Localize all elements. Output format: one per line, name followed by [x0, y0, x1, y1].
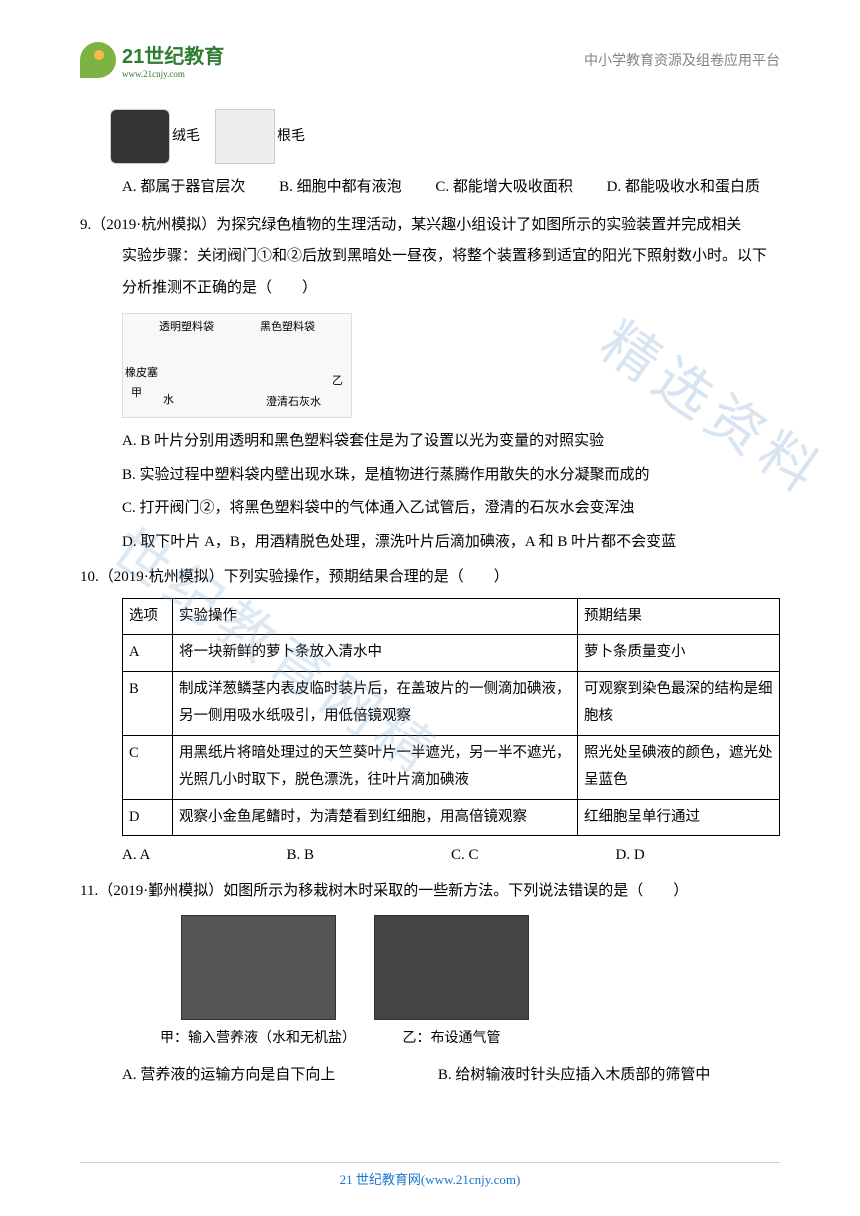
q9-fig-lbl5: 水: [163, 389, 174, 412]
page-footer: 21 世纪教育网(www.21cnjy.com): [80, 1162, 780, 1188]
q11-option-a: A. 营养液的运输方向是自下向上: [122, 1060, 438, 1092]
q10-option-d: D. D: [616, 840, 781, 872]
q10-row-b-op: 制成洋葱鳞茎内表皮临时装片后，在盖玻片的一侧滴加碘液，另一侧用吸水纸吸引，用低倍…: [173, 671, 578, 735]
q10-stem: 10.（2019·杭州模拟）下列实验操作，预期结果合理的是（ ）: [80, 562, 780, 594]
q11-figure-1-img: [181, 915, 336, 1020]
q11-options-row: A. 营养液的运输方向是自下向上 B. 给树输液时针头应插入木质部的筛管中: [80, 1060, 780, 1092]
q10-option-c: C. C: [451, 840, 616, 872]
q11-figure-2: 乙：布设通气管: [374, 915, 529, 1053]
q11-figure-2-img: [374, 915, 529, 1020]
logo-icon: [80, 42, 116, 78]
q9-fig-lbl1: 透明塑料袋: [159, 316, 214, 339]
q9-figure-row: 透明塑料袋 黑色塑料袋 橡皮塞 甲 水 乙 澄清石灰水: [122, 310, 780, 420]
q8-figure-2-label: 根毛: [277, 122, 305, 151]
q9-option-b: B. 实验过程中塑料袋内壁出现水珠，是植物进行蒸腾作用散失的水分凝聚而成的: [80, 460, 780, 492]
q9-stem-line1: 9.（2019·杭州模拟）为探究绿色植物的生理活动，某兴趣小组设计了如图所示的实…: [80, 210, 780, 242]
q10-row-b-opt: B: [123, 671, 173, 735]
q9-fig-lbl7: 澄清石灰水: [266, 391, 321, 414]
q8-figure-1-label: 绒毛: [172, 122, 200, 151]
logo-text-block: 21世纪教育 www.21cnjy.com: [122, 40, 224, 79]
q8-figure-2-img: [215, 109, 275, 164]
q10-option-a: A. A: [122, 840, 287, 872]
q11-figure-row: 甲：输入营养液（水和无机盐） 乙：布设通气管: [160, 915, 780, 1053]
q9-option-a: A. B 叶片分别用透明和黑色塑料袋套住是为了设置以光为变量的对照实验: [80, 426, 780, 458]
q10-row-a-opt: A: [123, 635, 173, 672]
q10-row-d-op: 观察小金鱼尾鳍时，为清楚看到红细胞，用高倍镜观察: [173, 799, 578, 836]
header-tagline: 中小学教育资源及组卷应用平台: [584, 50, 780, 70]
logo-main-text: 21世纪教育: [122, 40, 224, 69]
q10-row-d-opt: D: [123, 799, 173, 836]
q9-option-c: C. 打开阀门②，将黑色塑料袋中的气体通入乙试管后，澄清的石灰水会变浑浊: [80, 493, 780, 525]
q10-row-d-res: 红细胞呈单行通过: [578, 799, 780, 836]
q8-figure-1-img: [110, 109, 170, 164]
q8-option-b: B. 细胞中都有液泡: [279, 172, 402, 204]
table-row: A 将一块新鲜的萝卜条放入清水中 萝卜条质量变小: [123, 635, 780, 672]
q10-row-a-res: 萝卜条质量变小: [578, 635, 780, 672]
q10-row-c-opt: C: [123, 735, 173, 799]
q8-options-row: A. 都属于器官层次 B. 细胞中都有液泡 C. 都能增大吸收面积 D. 都能吸…: [80, 172, 780, 204]
q9-fig-lbl2: 黑色塑料袋: [260, 316, 315, 339]
table-row: D 观察小金鱼尾鳍时，为清楚看到红细胞，用高倍镜观察 红细胞呈单行通过: [123, 799, 780, 836]
q10-option-b: B. B: [287, 840, 452, 872]
table-row: B 制成洋葱鳞茎内表皮临时装片后，在盖玻片的一侧滴加碘液，另一侧用吸水纸吸引，用…: [123, 671, 780, 735]
q9-fig-lbl6: 乙: [332, 370, 343, 393]
q11-figure-1-caption: 甲：输入营养液（水和无机盐）: [160, 1024, 356, 1053]
main-content: 绒毛 根毛 A. 都属于器官层次 B. 细胞中都有液泡 C. 都能增大吸收面积 …: [80, 109, 780, 1091]
q8-option-d: D. 都能吸收水和蛋白质: [607, 172, 760, 204]
logo-url-text: www.21cnjy.com: [122, 69, 224, 79]
q11-figure-1: 甲：输入营养液（水和无机盐）: [160, 915, 356, 1053]
q10-table: 选项 实验操作 预期结果 A 将一块新鲜的萝卜条放入清水中 萝卜条质量变小 B …: [122, 598, 780, 837]
q10-options-row: A. A B. B C. C D. D: [80, 840, 780, 872]
page-header: 21世纪教育 www.21cnjy.com 中小学教育资源及组卷应用平台: [80, 40, 780, 79]
table-row: C 用黑纸片将暗处理过的天竺葵叶片一半遮光，另一半不遮光，光照几小时取下，脱色漂…: [123, 735, 780, 799]
q10-th-res: 预期结果: [578, 598, 780, 635]
q8-figure-1: 绒毛: [110, 109, 200, 164]
q9-stem-line3: 分析推测不正确的是（ ）: [80, 273, 780, 305]
q8-figure-row: 绒毛 根毛: [110, 109, 780, 164]
q9-fig-lbl4: 甲: [131, 382, 142, 405]
q10-row-c-res: 照光处呈碘液的颜色，遮光处呈蓝色: [578, 735, 780, 799]
logo-area: 21世纪教育 www.21cnjy.com: [80, 40, 224, 79]
q11-stem: 11.（2019·鄞州模拟）如图所示为移栽树木时采取的一些新方法。下列说法错误的…: [80, 876, 780, 908]
q10-th-opt: 选项: [123, 598, 173, 635]
q10-table-header-row: 选项 实验操作 预期结果: [123, 598, 780, 635]
q8-option-c: C. 都能增大吸收面积: [435, 172, 573, 204]
q9-option-d: D. 取下叶片 A，B，用酒精脱色处理，漂洗叶片后滴加碘液，A 和 B 叶片都不…: [80, 527, 780, 559]
q10-row-c-op: 用黑纸片将暗处理过的天竺葵叶片一半遮光，另一半不遮光，光照几小时取下，脱色漂洗，…: [173, 735, 578, 799]
q10-row-a-op: 将一块新鲜的萝卜条放入清水中: [173, 635, 578, 672]
q8-figure-2: 根毛: [215, 109, 305, 164]
q10-row-b-res: 可观察到染色最深的结构是细胞核: [578, 671, 780, 735]
q11-figure-2-caption: 乙：布设通气管: [403, 1024, 501, 1053]
q10-th-op: 实验操作: [173, 598, 578, 635]
q8-option-a: A. 都属于器官层次: [122, 172, 245, 204]
q9-stem-line2: 实验步骤：关闭阀门①和②后放到黑暗处一昼夜，将整个装置移到适宜的阳光下照射数小时…: [80, 241, 780, 273]
q9-figure-diagram: 透明塑料袋 黑色塑料袋 橡皮塞 甲 水 乙 澄清石灰水: [122, 313, 352, 418]
q11-option-b: B. 给树输液时针头应插入木质部的筛管中: [438, 1060, 711, 1092]
